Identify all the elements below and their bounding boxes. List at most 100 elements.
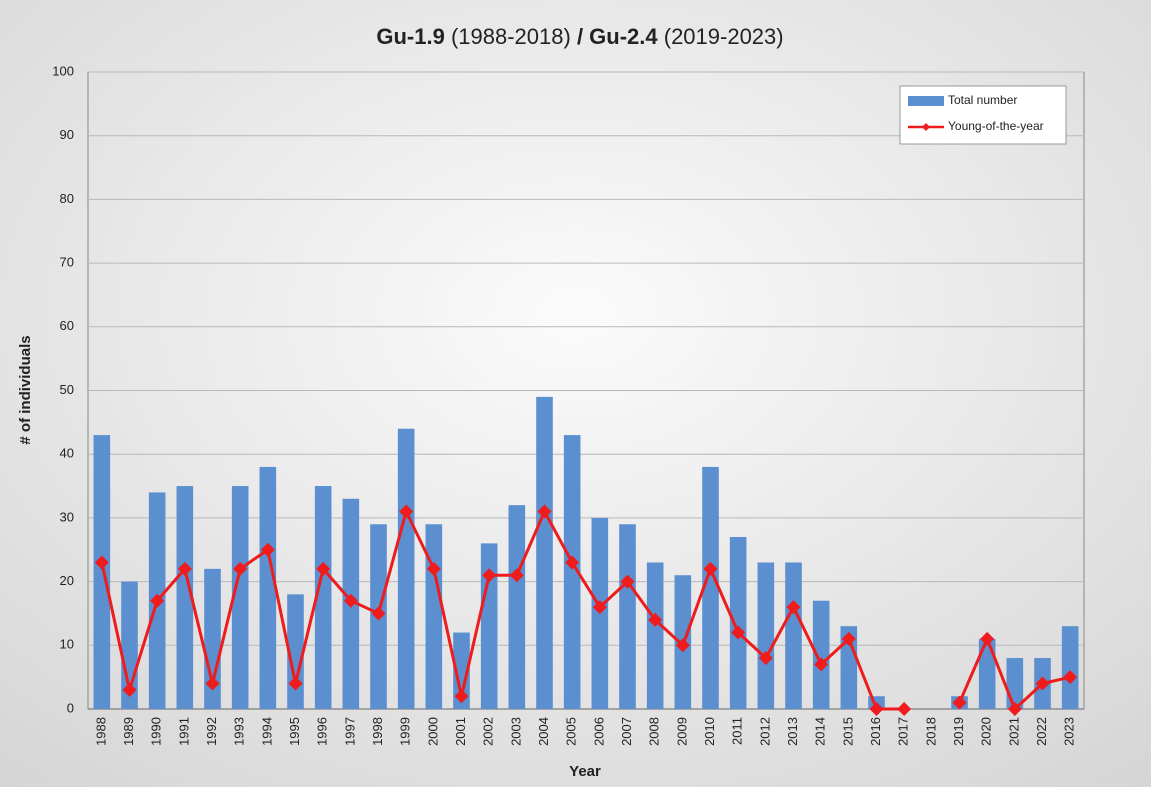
- title-part: (1988-2018): [445, 24, 577, 49]
- marker: [426, 561, 441, 576]
- title-part: / Gu-2.4: [577, 24, 658, 49]
- marker: [703, 561, 718, 576]
- x-tick-label: 1997: [342, 717, 357, 746]
- x-tick-label: 1998: [370, 717, 385, 746]
- title-part: Gu-1.9: [376, 24, 444, 49]
- y-tick-label: 40: [60, 446, 74, 461]
- bar: [1006, 658, 1024, 709]
- y-tick-label: 70: [60, 255, 74, 270]
- legend-swatch: [908, 96, 944, 106]
- bar: [176, 486, 194, 709]
- marker: [537, 504, 552, 519]
- marker: [150, 593, 165, 608]
- x-tick-label: 2014: [813, 717, 828, 746]
- marker: [897, 702, 912, 716]
- title-part: (2019-2023): [658, 24, 784, 49]
- y-tick-label: 10: [60, 637, 74, 652]
- x-tick-label: 2019: [951, 717, 966, 746]
- bar: [729, 537, 747, 709]
- marker: [233, 561, 248, 576]
- x-tick-label: 1993: [232, 717, 247, 746]
- bar: [231, 486, 249, 709]
- marker: [399, 504, 414, 519]
- x-tick-label: 2023: [1062, 717, 1077, 746]
- y-tick-label: 50: [60, 382, 74, 397]
- y-tick-label: 80: [60, 191, 74, 206]
- x-tick-label: 2005: [564, 717, 579, 746]
- x-tick-label: 2012: [757, 717, 772, 746]
- x-tick-label: 1991: [176, 717, 191, 746]
- y-tick-label: 30: [60, 509, 74, 524]
- marker: [675, 638, 690, 653]
- marker: [371, 606, 386, 621]
- bar: [397, 428, 415, 709]
- marker: [122, 682, 137, 697]
- marker: [1063, 670, 1078, 685]
- marker: [592, 600, 607, 615]
- marker: [731, 625, 746, 640]
- bar: [453, 632, 470, 709]
- x-tick-label: 2011: [730, 717, 745, 745]
- x-tick-label: 2007: [619, 717, 634, 746]
- marker: [454, 689, 469, 704]
- y-tick-label: 0: [67, 700, 74, 715]
- x-tick-label: 2017: [896, 717, 911, 746]
- y-tick-label: 60: [60, 318, 74, 333]
- legend-box: [899, 85, 1067, 145]
- bar: [619, 524, 636, 709]
- x-tick-label: 2004: [536, 717, 551, 746]
- bar: [646, 562, 664, 709]
- marker: [260, 542, 275, 557]
- y-tick-label: 100: [52, 63, 74, 78]
- x-tick-label: 2010: [702, 717, 717, 746]
- x-tick-label: 2006: [591, 717, 606, 746]
- y-axis-label: # of individuals: [17, 335, 34, 444]
- x-tick-label: 1992: [204, 717, 219, 746]
- bar: [978, 638, 996, 709]
- legend-label: Young-of-the-year: [948, 119, 1044, 133]
- x-tick-label: 2003: [508, 717, 523, 746]
- y-tick-label: 20: [60, 573, 74, 588]
- bar: [204, 568, 221, 709]
- x-tick-label: 2015: [840, 717, 855, 746]
- marker: [952, 695, 967, 710]
- x-tick-label: 2021: [1006, 717, 1021, 746]
- x-tick-label: 2000: [425, 717, 440, 746]
- marker: [288, 676, 303, 691]
- marker: [620, 574, 635, 589]
- marker: [841, 631, 856, 646]
- x-tick-label: 1990: [149, 717, 164, 746]
- bar: [287, 594, 304, 709]
- x-tick-label: 1996: [315, 717, 330, 746]
- bar: [480, 543, 498, 709]
- x-tick-label: 2022: [1034, 717, 1049, 746]
- marker: [565, 555, 580, 570]
- marker: [814, 657, 829, 672]
- x-tick-label: 2008: [647, 717, 662, 746]
- x-tick-label: 1988: [93, 717, 108, 746]
- marker: [509, 568, 524, 583]
- x-tick-label: 2013: [785, 717, 800, 746]
- marker: [869, 702, 884, 716]
- x-tick-label: 1989: [121, 717, 136, 746]
- x-tick-label: 2001: [453, 717, 468, 746]
- marker: [205, 676, 220, 691]
- marker: [94, 555, 109, 570]
- bar: [757, 562, 775, 709]
- x-tick-label: 2018: [923, 717, 938, 746]
- legend-marker: [922, 123, 930, 131]
- marker: [980, 631, 995, 646]
- x-tick-label: 1994: [259, 717, 274, 746]
- x-tick-label: 2002: [481, 717, 496, 746]
- marker: [758, 651, 773, 666]
- bar: [314, 486, 332, 709]
- bar: [425, 524, 443, 709]
- x-tick-label: 2020: [979, 717, 994, 746]
- bar: [93, 435, 111, 709]
- bar: [812, 600, 830, 709]
- marker: [1035, 676, 1050, 691]
- marker: [648, 612, 663, 627]
- marker: [1007, 702, 1022, 716]
